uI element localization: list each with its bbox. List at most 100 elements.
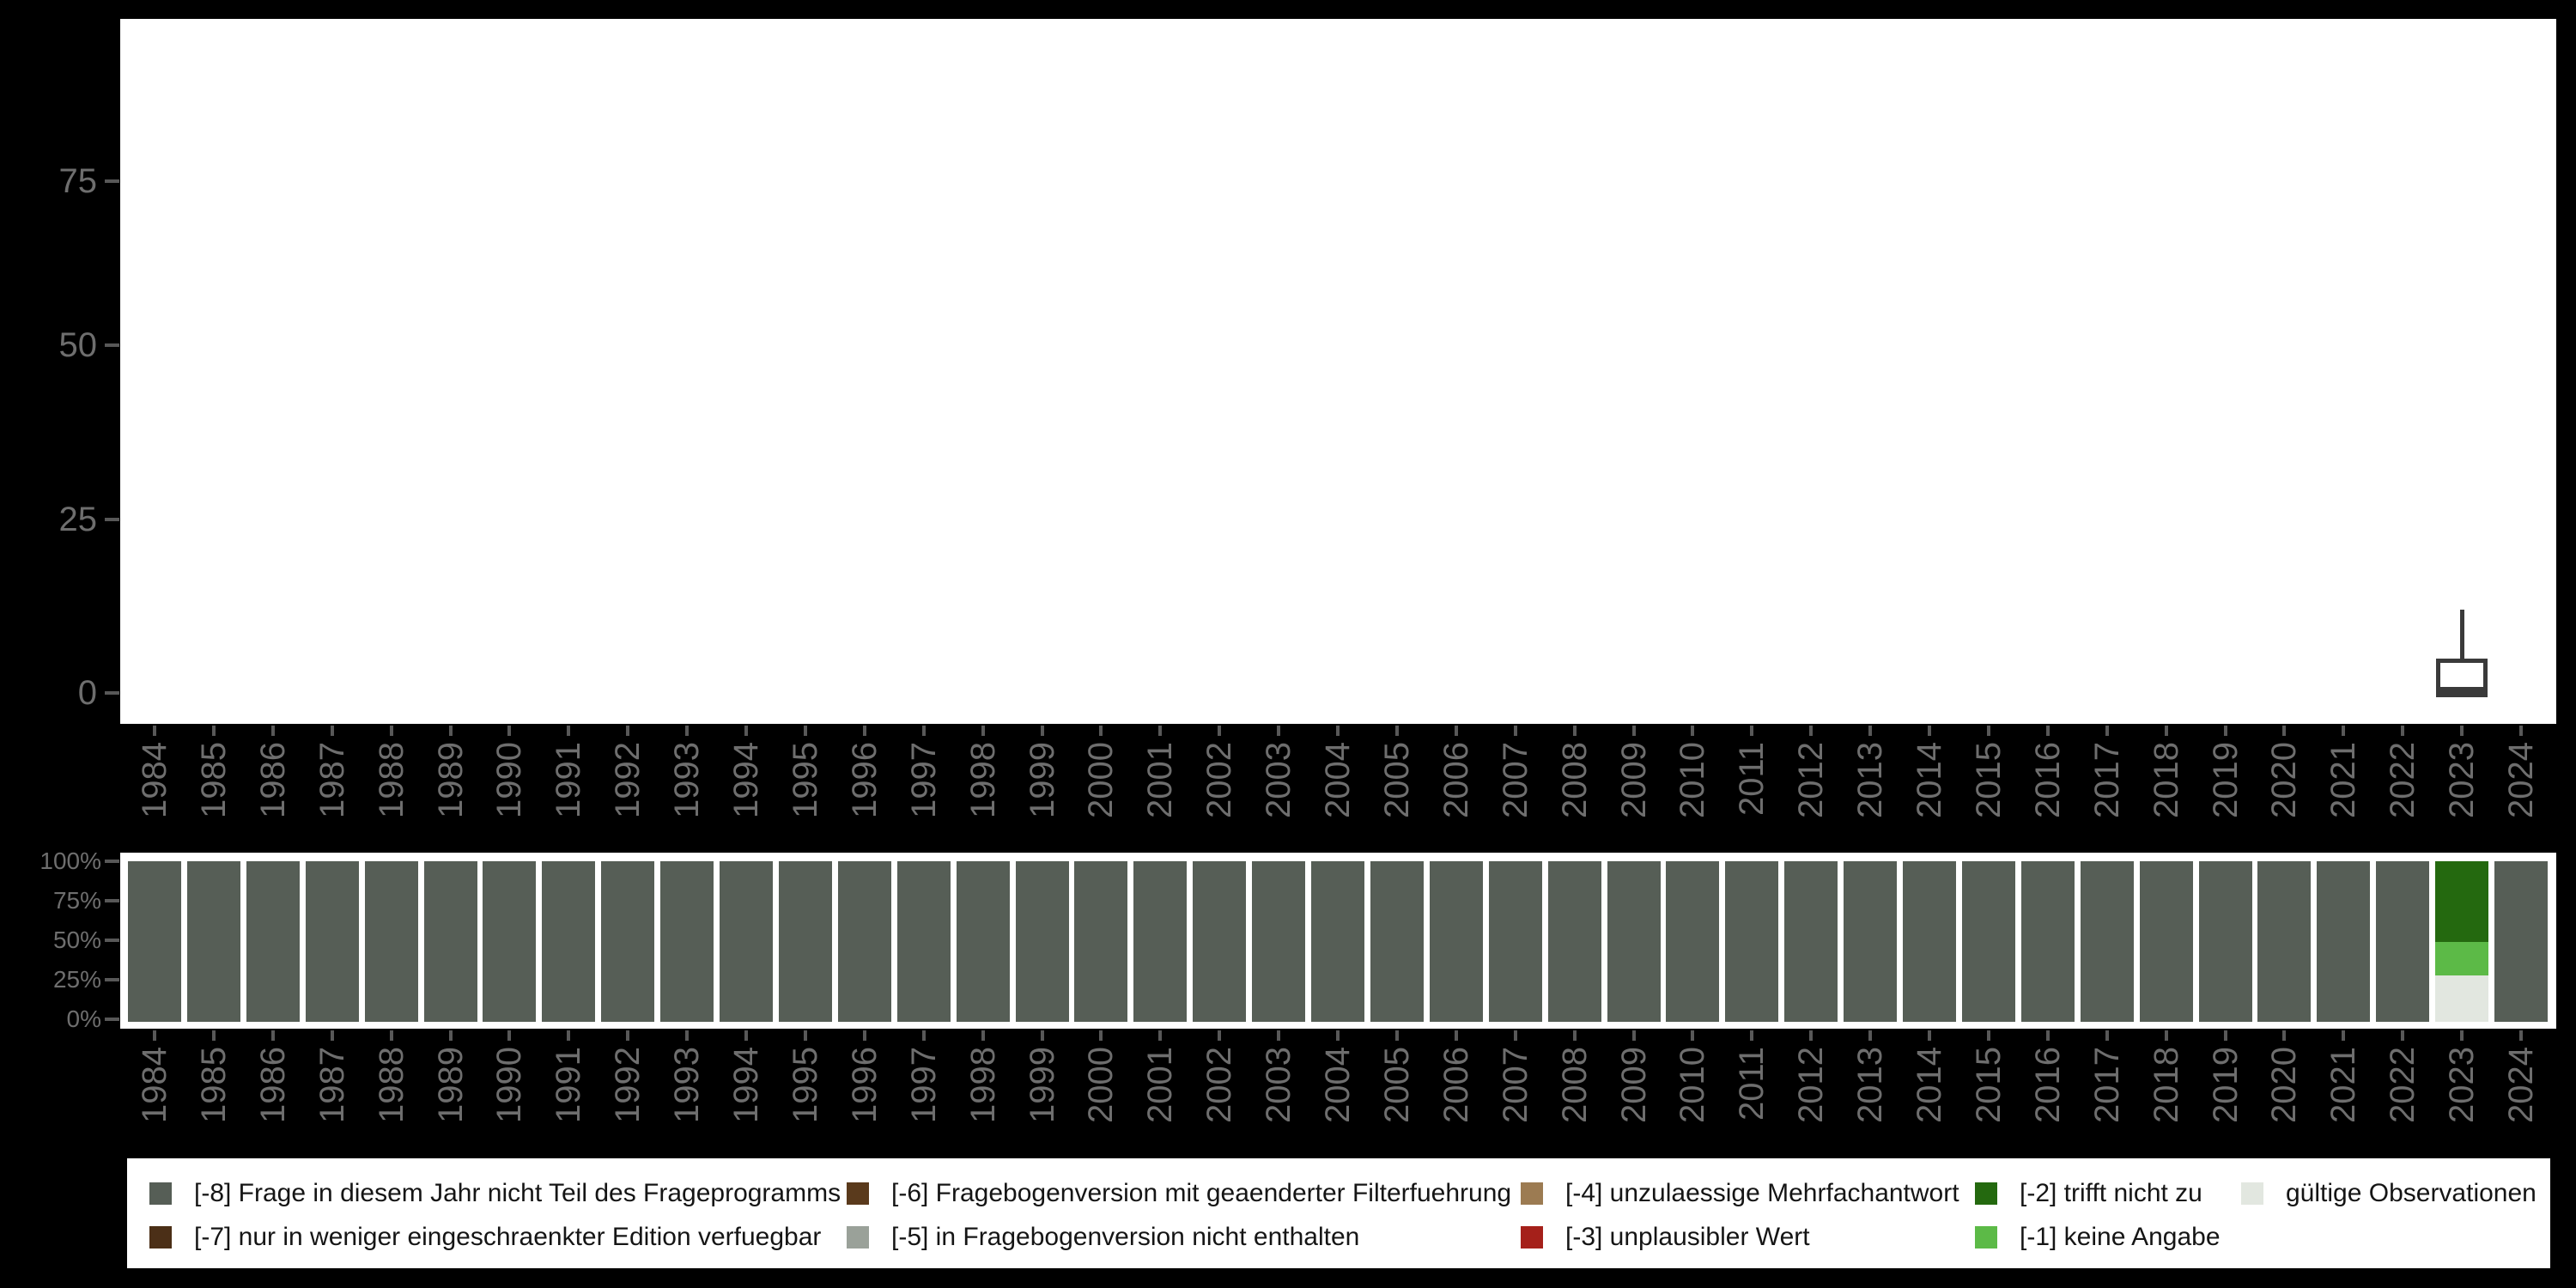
top-y-tick xyxy=(105,691,119,695)
bottom-x-year-label: 2004 xyxy=(1319,1047,1357,1123)
top-x-year-label: 2006 xyxy=(1437,742,1475,818)
top-x-year-label: 2001 xyxy=(1141,742,1180,818)
top-x-year-label: 1990 xyxy=(490,742,529,818)
top-x-year-label: 2017 xyxy=(2087,742,2126,818)
bottom-x-year-label: 2015 xyxy=(1969,1047,2008,1123)
legend-label-valid: gültige Observationen xyxy=(2286,1179,2537,1207)
legend-item--7: [-7] nur in weniger eingeschraenkter Edi… xyxy=(149,1224,821,1250)
stack-bar-1986 xyxy=(246,861,300,1022)
legend-item--5: [-5] in Fragebogenversion nicht enthalte… xyxy=(847,1224,1359,1250)
stack-segment--8 xyxy=(1903,861,1956,1022)
stack-bar-2017 xyxy=(2080,861,2134,1022)
bottom-x-year-label: 2018 xyxy=(2147,1047,2185,1123)
bottom-x-tick xyxy=(803,1030,807,1041)
top-x-tick xyxy=(567,726,571,736)
bottom-x-year-label: 2001 xyxy=(1141,1047,1180,1123)
top-x-tick xyxy=(1158,726,1163,736)
bottom-x-tick xyxy=(981,1030,985,1041)
bottom-x-year-label: 1996 xyxy=(845,1047,884,1123)
stack-bar-2016 xyxy=(2020,861,2075,1022)
bottom-x-year-label: 2000 xyxy=(1082,1047,1121,1123)
stack-segment--8 xyxy=(2257,861,2312,1022)
top-x-year-label: 1991 xyxy=(550,742,588,818)
top-x-tick xyxy=(803,726,807,736)
legend-swatch-valid xyxy=(2241,1182,2263,1205)
bottom-x-tick xyxy=(2105,1030,2109,1041)
bottom-x-year-label: 2024 xyxy=(2502,1047,2540,1123)
top-x-tick xyxy=(2519,726,2523,736)
bottom-x-tick xyxy=(1809,1030,1814,1041)
top-y-tick-label: 75 xyxy=(58,162,98,200)
top-x-tick xyxy=(270,726,275,736)
boxplot-median xyxy=(2436,687,2488,697)
boxplot-panel xyxy=(120,19,2556,724)
stack-segment--8 xyxy=(1844,861,1898,1022)
top-x-tick xyxy=(1513,726,1517,736)
top-x-tick xyxy=(1809,726,1814,736)
bottom-x-tick xyxy=(2519,1030,2523,1041)
top-x-year-label: 1998 xyxy=(963,742,1002,818)
top-y-tick-label: 50 xyxy=(58,326,98,364)
bottom-y-tick-label: 0% xyxy=(66,1005,101,1032)
bottom-x-year-label: 2010 xyxy=(1674,1047,1712,1123)
top-x-tick xyxy=(448,726,453,736)
bottom-x-year-label: 2005 xyxy=(1377,1047,1416,1123)
top-x-tick xyxy=(981,726,985,736)
legend-label--5: [-5] in Fragebogenversion nicht enthalte… xyxy=(891,1223,1360,1251)
stack-bar-2002 xyxy=(1193,861,1247,1022)
legend-item--6: [-6] Fragebogenversion mit geaenderter F… xyxy=(847,1181,1511,1206)
stack-segment--8 xyxy=(1607,861,1661,1022)
top-x-year-label: 2002 xyxy=(1200,742,1239,818)
legend-label--1: [-1] keine Angabe xyxy=(2020,1223,2221,1251)
bottom-x-tick xyxy=(1040,1030,1044,1041)
top-x-year-label: 1995 xyxy=(786,742,824,818)
bottom-x-tick xyxy=(862,1030,866,1041)
legend-item--1: [-1] keine Angabe xyxy=(1975,1224,2221,1250)
top-x-tick xyxy=(1631,726,1636,736)
top-x-tick xyxy=(2105,726,2109,736)
bottom-x-tick xyxy=(1572,1030,1577,1041)
bottom-x-year-label: 1985 xyxy=(194,1047,233,1123)
top-x-tick xyxy=(153,726,156,736)
stack-segment--8 xyxy=(364,861,418,1022)
top-x-year-label: 2007 xyxy=(1496,742,1534,818)
legend-swatch--3 xyxy=(1521,1226,1543,1249)
top-x-year-label: 1992 xyxy=(609,742,647,818)
bottom-x-tick xyxy=(2401,1030,2405,1041)
stack-segment--8 xyxy=(128,861,181,1022)
stack-bar-2019 xyxy=(2198,861,2252,1022)
stack-bar-2013 xyxy=(1844,861,1898,1022)
legend-item--8: [-8] Frage in diesem Jahr nicht Teil des… xyxy=(149,1181,841,1206)
bottom-x-tick xyxy=(1277,1030,1281,1041)
bottom-y-tick-label: 25% xyxy=(52,966,101,993)
bottom-x-tick xyxy=(2164,1030,2168,1041)
stack-bar-1985 xyxy=(186,861,240,1022)
top-y-tick xyxy=(105,518,119,521)
stack-segment--8 xyxy=(660,861,714,1022)
top-x-tick xyxy=(1572,726,1577,736)
stack-bar-2008 xyxy=(1547,861,1601,1022)
stack-segment--8 xyxy=(720,861,773,1022)
bottom-x-tick xyxy=(2223,1030,2227,1041)
stack-bar-2012 xyxy=(1784,861,1838,1022)
legend-item-valid: gültige Observationen xyxy=(2241,1181,2537,1206)
bottom-x-year-label: 2013 xyxy=(1851,1047,1890,1123)
bottom-x-tick xyxy=(2342,1030,2346,1041)
bottom-x-tick xyxy=(1218,1030,1222,1041)
stack-bar-2024 xyxy=(2494,861,2548,1022)
bottom-x-tick xyxy=(567,1030,571,1041)
top-x-year-label: 1999 xyxy=(1023,742,1061,818)
top-x-year-label: 2003 xyxy=(1260,742,1298,818)
top-x-tick xyxy=(389,726,393,736)
bottom-x-year-label: 1992 xyxy=(609,1047,647,1123)
stack-segment--2 xyxy=(2435,861,2489,943)
bottom-x-year-label: 2008 xyxy=(1555,1047,1594,1123)
bottom-x-tick xyxy=(330,1030,334,1041)
top-x-tick xyxy=(1928,726,1931,736)
top-x-year-label: 2024 xyxy=(2502,742,2540,818)
stack-bar-1991 xyxy=(542,861,596,1022)
legend-swatch--7 xyxy=(149,1226,172,1249)
stack-bar-2021 xyxy=(2317,861,2371,1022)
top-x-year-label: 2000 xyxy=(1082,742,1121,818)
legend-label--4: [-4] unzulaessige Mehrfachantwort xyxy=(1565,1179,1959,1207)
